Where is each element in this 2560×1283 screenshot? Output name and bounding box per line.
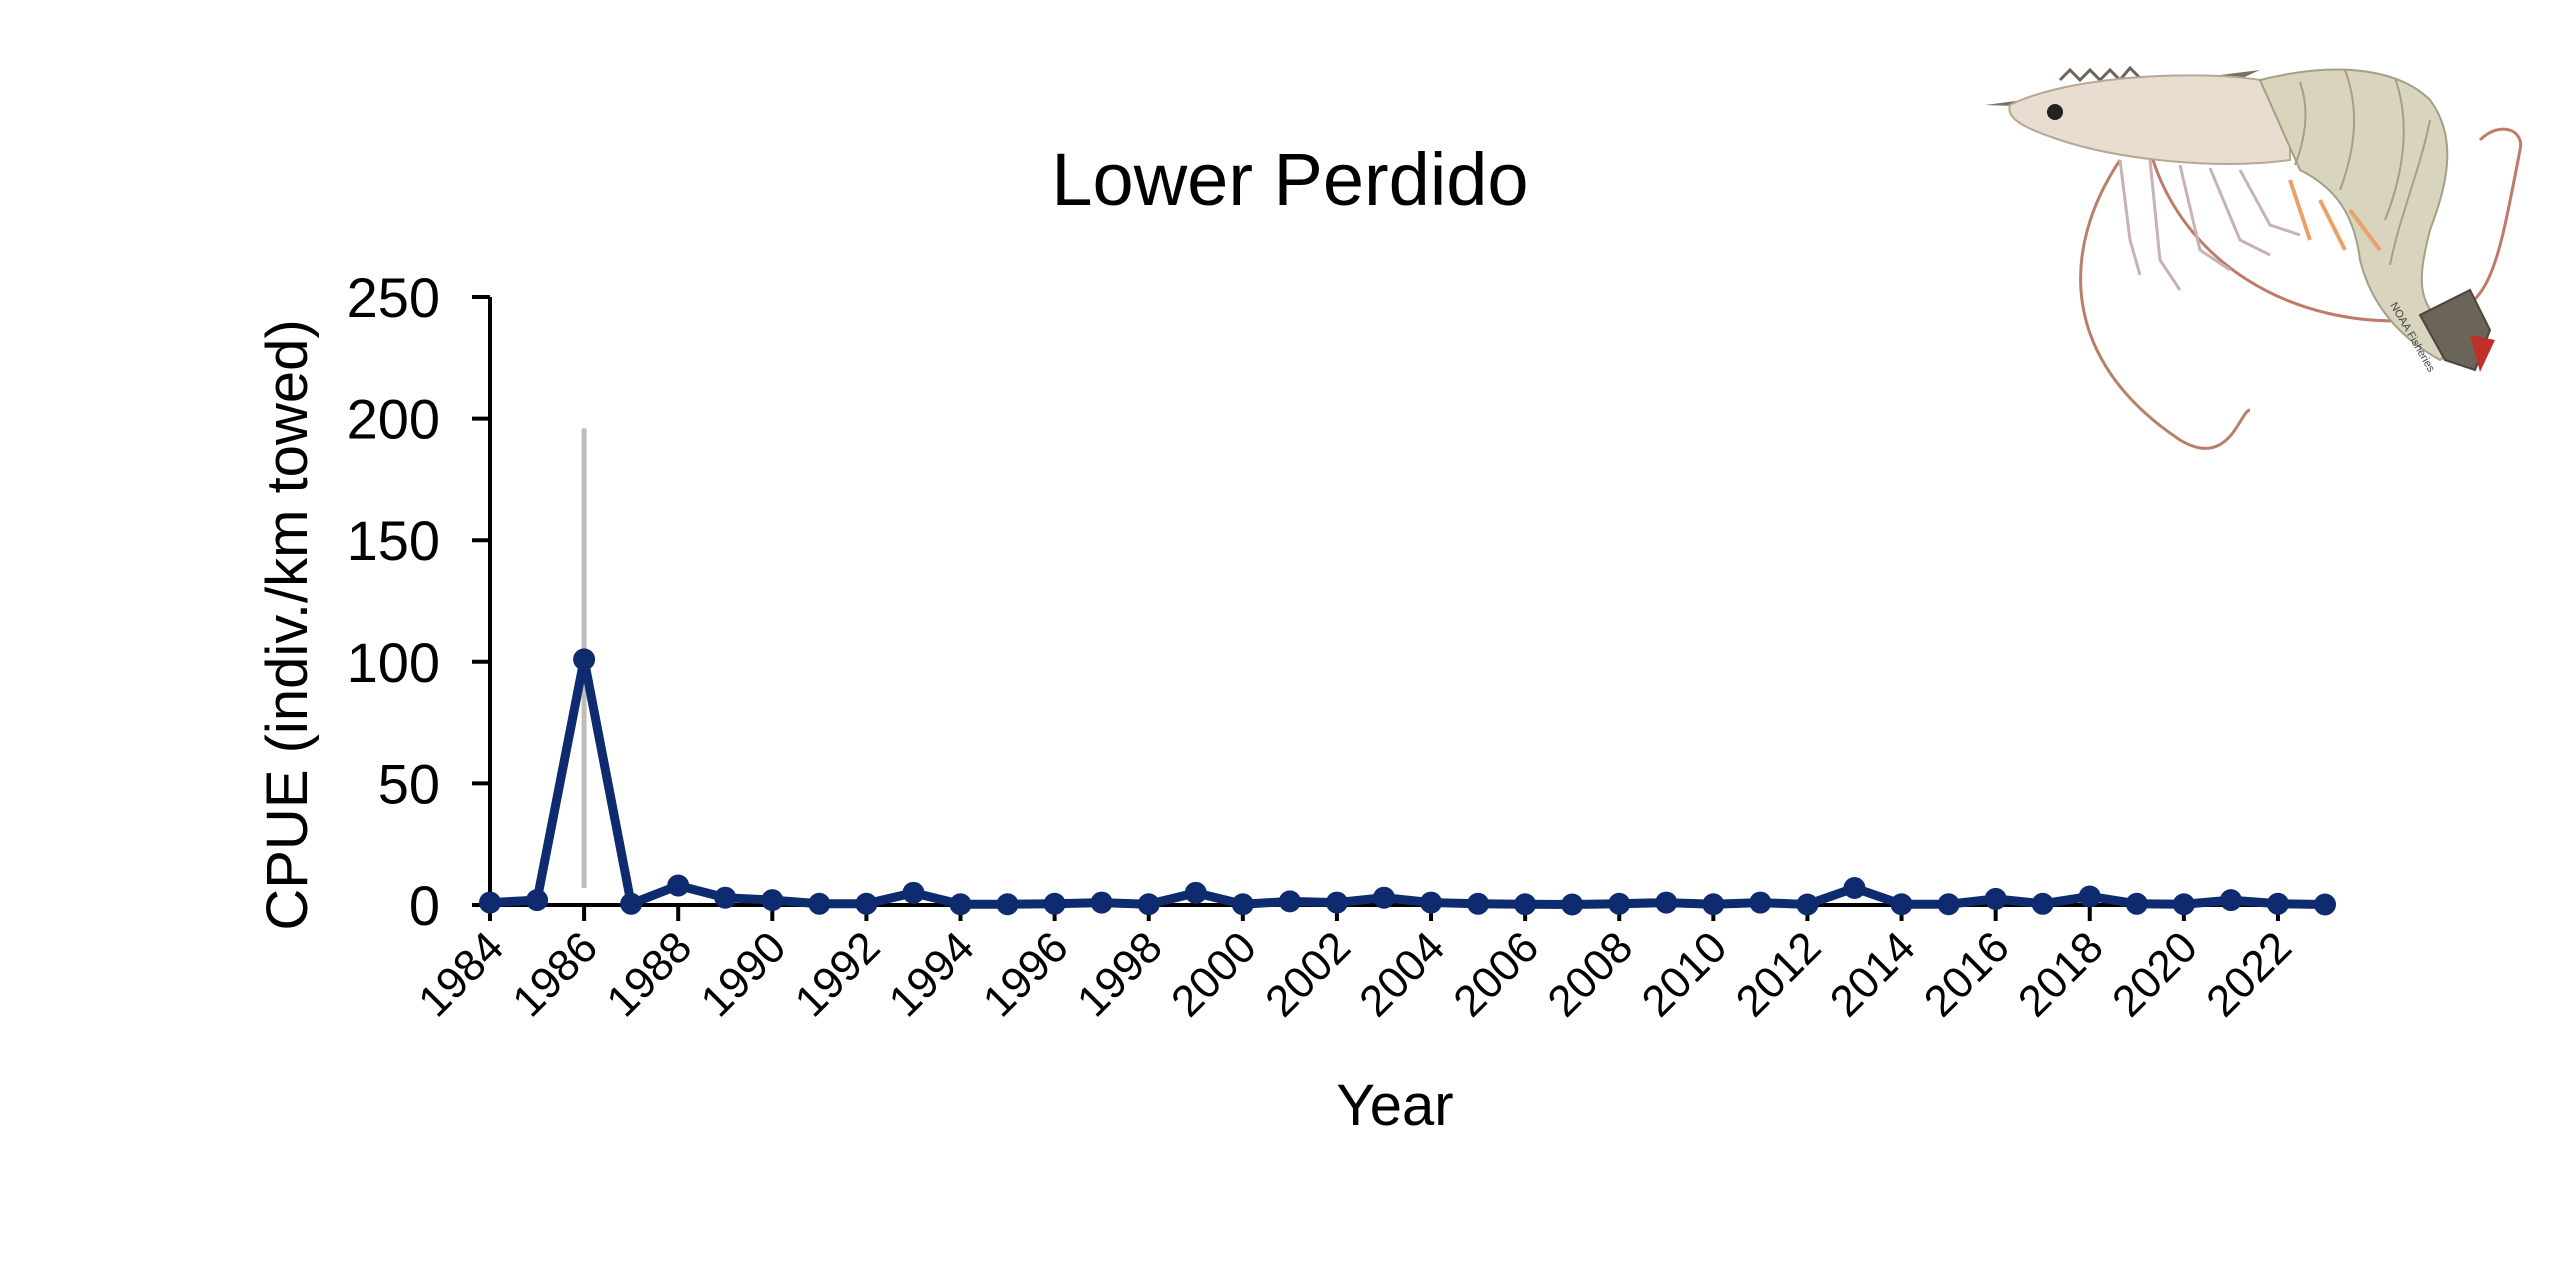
data-point [1984, 887, 2007, 910]
data-point [1655, 891, 1678, 914]
data-point [761, 889, 784, 912]
data-point [526, 889, 549, 912]
data-point [1890, 893, 1913, 916]
data-point [1561, 893, 1584, 916]
data-point [1796, 893, 1819, 916]
shrimp-icon: NOAA Fisheries [1985, 65, 2523, 450]
data-point [620, 892, 643, 915]
x-tick-label: 2022 [2197, 922, 2301, 1026]
x-tick-label: 1996 [974, 922, 1078, 1026]
data-point [996, 893, 1019, 916]
data-point [1843, 876, 1866, 899]
x-tick-label: 2008 [1538, 922, 1642, 1026]
x-tick-label: 2016 [1915, 922, 2019, 1026]
data-point [1937, 893, 1960, 916]
data-point [949, 893, 972, 916]
y-tick-label: 150 [347, 509, 440, 572]
x-tick-label: 2004 [1350, 922, 1454, 1026]
data-point [1467, 892, 1490, 915]
x-axis-label: Year [1336, 1073, 1453, 1138]
x-tick-label: 2006 [1444, 922, 1548, 1026]
data-point [2172, 893, 2195, 916]
data-point [2078, 885, 2101, 908]
data-point [1231, 893, 1254, 916]
data-point [1372, 886, 1395, 909]
data-point [855, 892, 878, 915]
data-point [1137, 893, 1160, 916]
data-point [902, 881, 925, 904]
x-tick-label: 2020 [2103, 922, 2207, 1026]
data-point [1420, 891, 1443, 914]
x-tick-label: 1990 [692, 922, 796, 1026]
x-tick-label: 1994 [880, 922, 984, 1026]
x-tick-label: 1992 [786, 922, 890, 1026]
x-tick-label: 1998 [1068, 922, 1172, 1026]
x-tick-label: 2000 [1162, 922, 1266, 1026]
data-point [2266, 892, 2289, 915]
data-point [1702, 893, 1725, 916]
x-tick-label: 2018 [2009, 922, 2113, 1026]
x-tick-label: 1988 [597, 922, 701, 1026]
data-point [1608, 892, 1631, 915]
data-point [2125, 892, 2148, 915]
data-point [1325, 891, 1348, 914]
y-tick-label: 100 [347, 631, 440, 694]
x-tick-label: 1984 [409, 922, 513, 1026]
x-tick-label: 2002 [1256, 922, 1360, 1026]
plot-area: 0501001502002501984198619881990199219941… [347, 266, 2336, 1026]
data-point [1090, 891, 1113, 914]
x-tick-label: 2014 [1821, 922, 1925, 1026]
data-point [2031, 892, 2054, 915]
y-tick-label: 0 [409, 874, 440, 937]
y-tick-label: 250 [347, 266, 440, 329]
data-point [714, 886, 737, 909]
data-point [2219, 889, 2242, 912]
data-point [1043, 892, 1066, 915]
data-point [479, 891, 501, 914]
data-point [808, 892, 831, 915]
data-point [573, 648, 596, 671]
x-tick-label: 2010 [1633, 922, 1737, 1026]
data-point [1749, 891, 1772, 914]
series-line [489, 658, 2326, 910]
y-tick-label: 50 [378, 752, 440, 815]
chart-title: Lower Perdido [1051, 138, 1528, 221]
y-tick-label: 200 [347, 388, 440, 451]
data-point [1514, 893, 1537, 916]
x-tick-label: 1986 [503, 922, 607, 1026]
data-point [1278, 890, 1301, 913]
data-point [1184, 881, 1207, 904]
data-point [2314, 893, 2336, 916]
y-axis-label: CPUE (indiv./km towed) [255, 319, 320, 930]
data-point [667, 874, 690, 897]
x-tick-label: 2012 [1727, 922, 1831, 1026]
